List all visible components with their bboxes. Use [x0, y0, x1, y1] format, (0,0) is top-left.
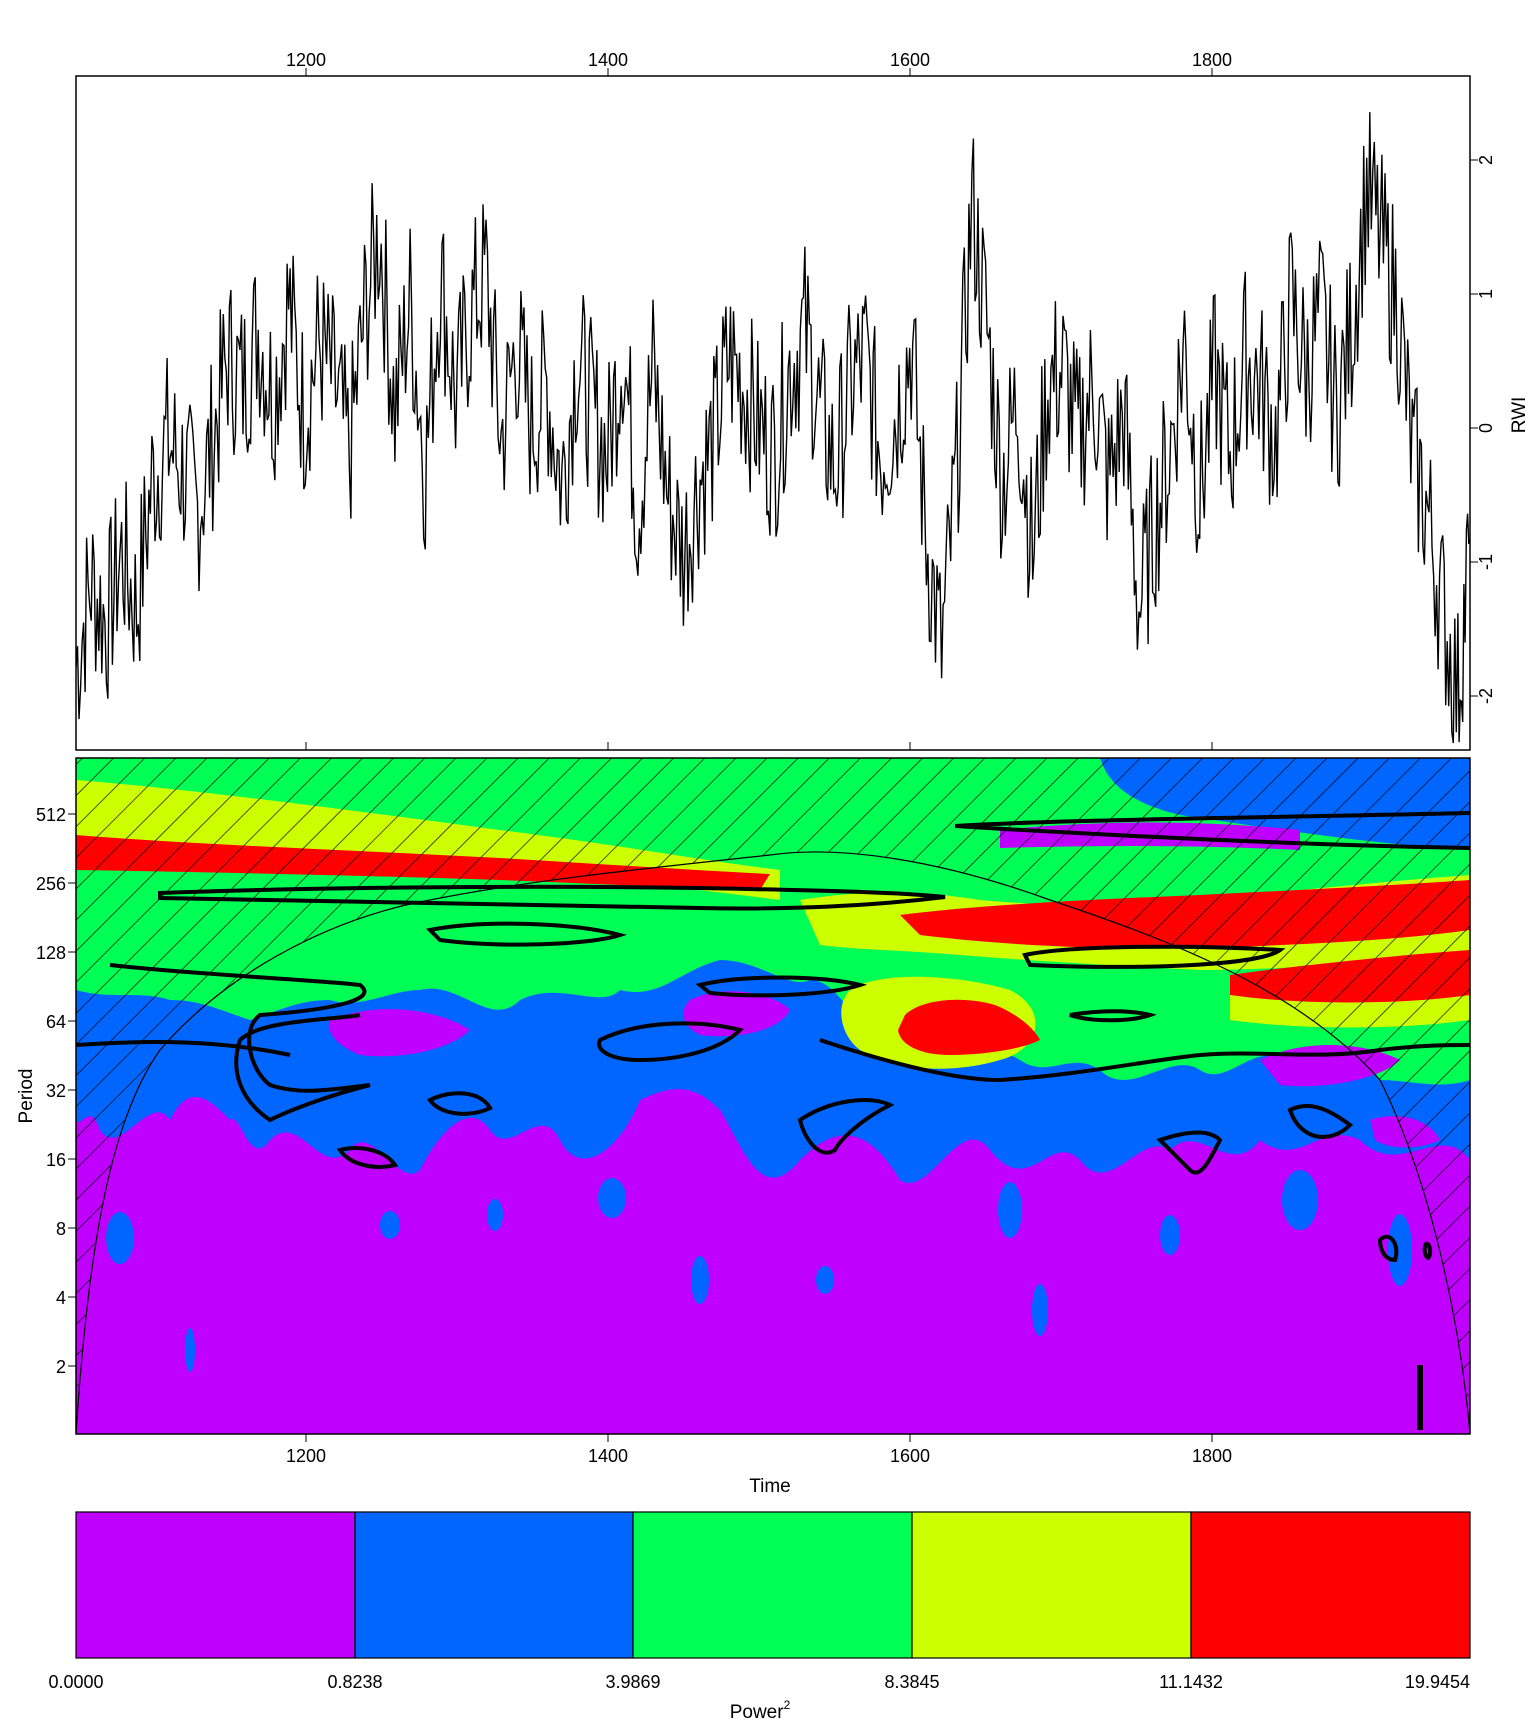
time-axis-title: Time — [749, 1476, 791, 1497]
y-tick-label: 16 — [46, 1150, 66, 1170]
x-tick-label: 1400 — [588, 1446, 628, 1466]
power-level-1-region — [598, 1178, 626, 1218]
wavelet-x-axis: 1200 1400 1600 1800 Time — [286, 1434, 1232, 1497]
x-tick-label: 1800 — [1192, 50, 1232, 70]
colorbar-tick-label: 8.3845 — [884, 1672, 939, 1692]
power-level-1-region — [106, 1212, 134, 1264]
colorbar-swatch — [912, 1512, 1191, 1658]
x-tick-label: 1400 — [588, 50, 628, 70]
power-axis-title: Power2 — [730, 1698, 791, 1723]
colorbar-swatch — [1191, 1512, 1470, 1658]
power-level-1-region — [380, 1211, 400, 1239]
rwi-y-axis: -2 -1 0 1 2 RWI — [1470, 155, 1530, 704]
x-tick-label: 1200 — [286, 50, 326, 70]
wavelet-y-axis: 2 4 8 16 32 64 128 256 512 Period — [16, 805, 76, 1377]
y-tick-label: 2 — [56, 1357, 66, 1377]
colorbar-tick-label: 3.9869 — [605, 1672, 660, 1692]
wavelet-power-panel: 1200 1400 1600 1800 Time 2 4 8 16 32 64 … — [16, 758, 1470, 1497]
power-level-1-region — [1282, 1170, 1318, 1230]
rwi-axis-title: RWI — [1509, 397, 1530, 434]
colorbar-tick-label: 0.8238 — [327, 1672, 382, 1692]
x-tick-label: 1600 — [890, 50, 930, 70]
y-tick-label: -2 — [1476, 688, 1496, 704]
colorbar-tick-label: 19.9454 — [1405, 1672, 1470, 1692]
x-tick-label: 1600 — [890, 1446, 930, 1466]
power-level-1-region — [185, 1328, 195, 1372]
power-axis-title-superscript: 2 — [784, 1698, 791, 1712]
power-level-1-region — [816, 1266, 834, 1294]
y-tick-label: 512 — [36, 805, 66, 825]
colorbar-swatch — [355, 1512, 633, 1658]
y-tick-label: 1 — [1476, 289, 1496, 299]
y-tick-label: 0 — [1476, 423, 1496, 433]
power-axis-title-text: Power — [730, 1702, 785, 1723]
y-tick-label: 128 — [36, 943, 66, 963]
power-level-1-region — [691, 1256, 709, 1304]
y-tick-label: -1 — [1476, 554, 1496, 570]
x-tick-label: 1200 — [286, 1446, 326, 1466]
x-tick-label: 1800 — [1192, 1446, 1232, 1466]
power-level-1-region — [487, 1199, 503, 1231]
y-tick-label: 64 — [46, 1012, 66, 1032]
power-colorbar: 0.0000 0.8238 3.9869 8.3845 11.1432 19.9… — [48, 1512, 1470, 1723]
power-level-1-region — [1160, 1215, 1180, 1255]
y-tick-label: 256 — [36, 874, 66, 894]
period-axis-title: Period — [16, 1069, 37, 1124]
y-tick-label: 32 — [46, 1081, 66, 1101]
colorbar-swatch — [633, 1512, 912, 1658]
y-tick-label: 2 — [1476, 155, 1496, 165]
rwi-plot-frame — [76, 76, 1470, 750]
power-level-1-region — [998, 1182, 1022, 1238]
power-level-1-region — [1388, 1214, 1412, 1286]
y-tick-label: 4 — [56, 1288, 66, 1308]
power-level-1-region — [1032, 1284, 1048, 1336]
rwi-top-x-axis: 1200 1400 1600 1800 — [286, 50, 1232, 76]
colorbar-swatch — [76, 1512, 355, 1658]
rwi-series-panel: 1200 1400 1600 1800 -2 -1 0 1 2 — [76, 50, 1530, 750]
colorbar-tick-label: 0.0000 — [48, 1672, 103, 1692]
y-tick-label: 8 — [56, 1219, 66, 1239]
colorbar-tick-label: 11.1432 — [1159, 1672, 1223, 1692]
